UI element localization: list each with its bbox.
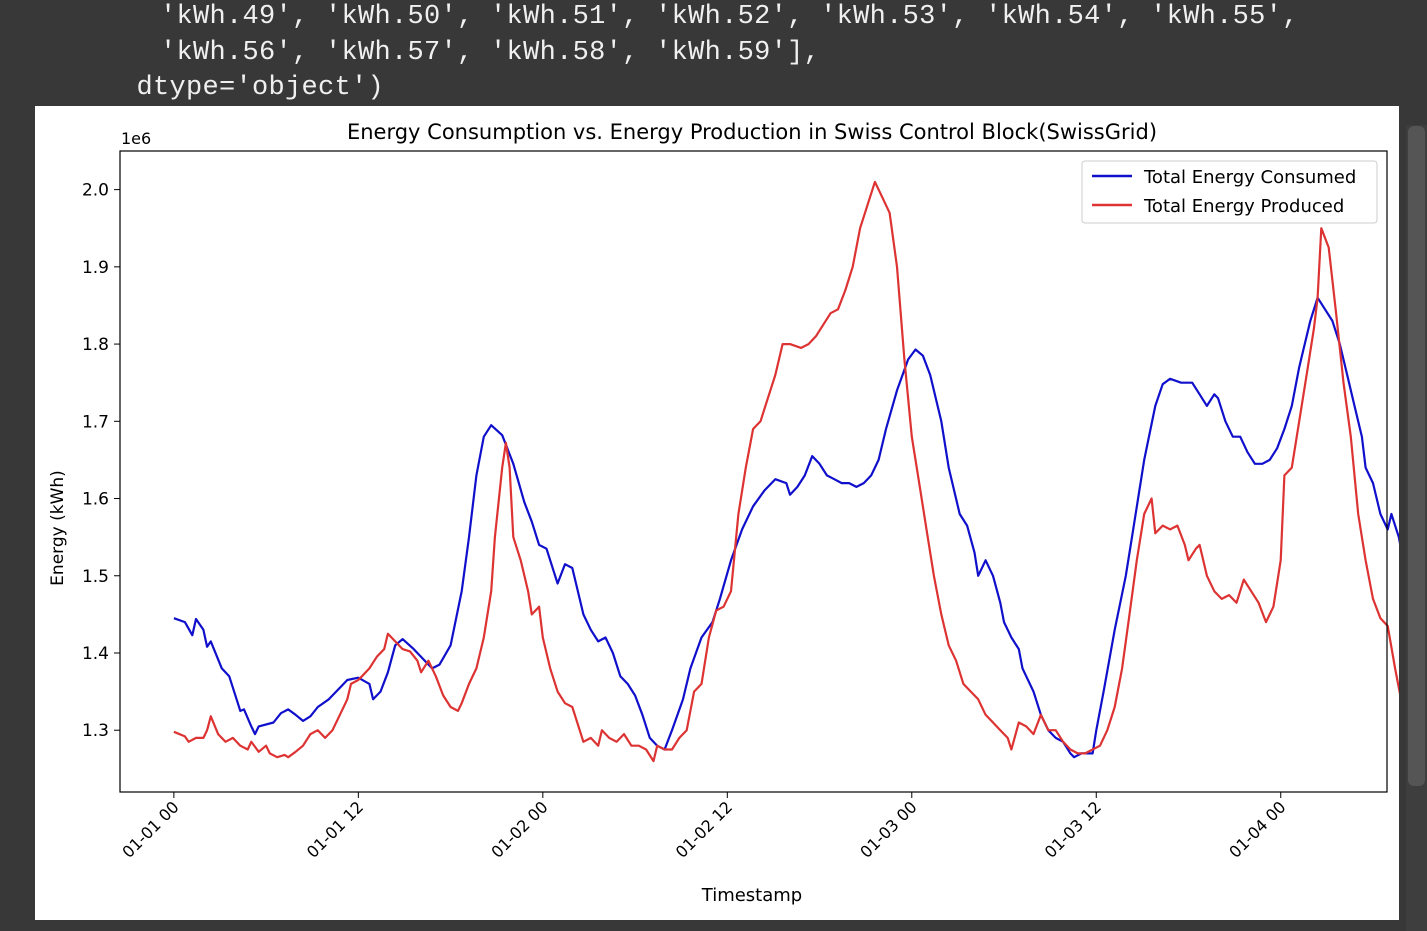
y-tick-label: 1.7 <box>82 412 109 432</box>
chart-figure: Energy Consumption vs. Energy Production… <box>35 106 1399 920</box>
y-tick-label: 1.9 <box>82 258 109 278</box>
series-line-consumed <box>173 296 1399 759</box>
y-tick-label: 1.3 <box>82 721 109 741</box>
x-axis-label: Timestamp <box>701 885 802 906</box>
x-tick-label: 01-02 12 <box>672 797 736 861</box>
legend-box <box>1081 160 1378 224</box>
x-tick-label: 01-02 00 <box>487 797 551 861</box>
series-lines <box>173 180 1399 763</box>
legend: Total Energy Consumed Total Energy Produ… <box>1081 160 1378 224</box>
axis-ticks: 1.3 1.4 1.5 1.6 1.7 1.8 1.9 2.0 01-01 00 01-01 12… <box>82 181 1290 862</box>
y-tick-label: 2.0 <box>82 181 109 201</box>
legend-label-produced: Total Energy Produced <box>1143 196 1344 217</box>
code-output-line: 'kWh.49', 'kWh.50', 'kWh.51', 'kWh.52', … <box>127 2 1299 32</box>
code-output: 'kWh.49', 'kWh.50', 'kWh.51', 'kWh.52', … <box>0 0 1427 106</box>
x-tick-label: 01-03 00 <box>856 797 920 861</box>
y-axis-label: Energy (kWh) <box>48 470 68 586</box>
series-line-produced <box>173 180 1399 763</box>
x-tick-label: 01-01 00 <box>118 797 182 861</box>
x-tick-label: 01-01 12 <box>303 797 367 861</box>
x-tick-label: 01-03 12 <box>1041 797 1105 861</box>
code-output-line: dtype='object') <box>120 73 385 103</box>
chart-title: Energy Consumption vs. Energy Production… <box>347 120 1157 144</box>
y-tick-label: 1.5 <box>82 567 109 587</box>
y-tick-label: 1.8 <box>82 335 109 355</box>
y-offset-label: 1e6 <box>121 129 151 148</box>
y-tick-label: 1.4 <box>82 644 109 664</box>
chart-svg: Energy Consumption vs. Energy Production… <box>48 120 1399 906</box>
code-output-line: 'kWh.56', 'kWh.57', 'kWh.58', 'kWh.59'], <box>127 38 821 68</box>
y-tick-label: 1.6 <box>82 490 109 510</box>
plot-frame <box>119 150 1388 793</box>
legend-label-consumed: Total Energy Consumed <box>1143 167 1356 188</box>
output-scrollbar-thumb[interactable] <box>1408 126 1425 786</box>
x-tick-label: 01-04 00 <box>1225 797 1289 861</box>
